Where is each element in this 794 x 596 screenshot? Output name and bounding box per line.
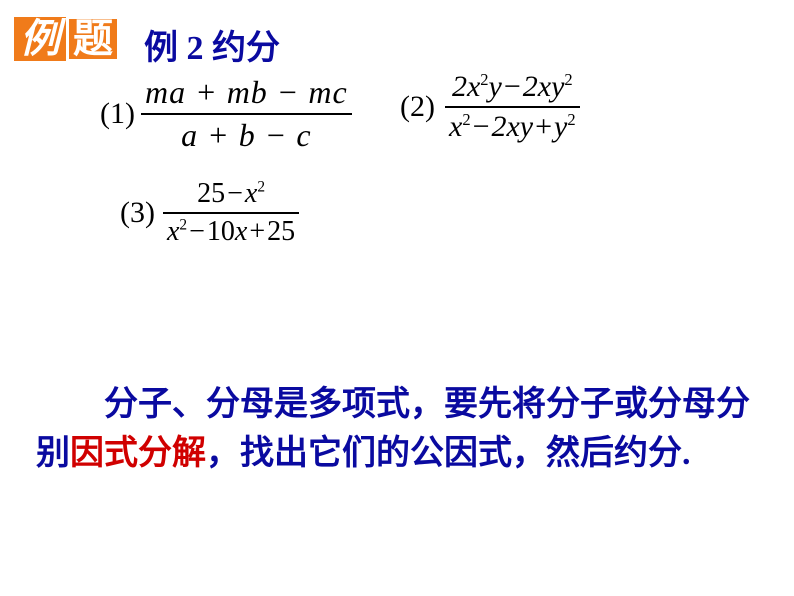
badge-ti: 题 (66, 16, 120, 62)
equation-1-label: (1) (100, 97, 135, 131)
equation-2: (2) 2x2y−2xy2 x2−2xy+y2 (400, 70, 580, 144)
equation-2-label: (2) (400, 90, 435, 124)
equation-3-numerator: 25−x2 (163, 178, 299, 214)
equation-1-denominator: a + b − c (141, 115, 352, 154)
equation-3-denominator: x2−10x+25 (163, 214, 299, 248)
text-line2a: 别 (36, 435, 70, 472)
text-line2b: ，找出它们的公因式，然后约分. (206, 435, 691, 472)
equation-3: (3) 25−x2 x2−10x+25 (120, 178, 299, 248)
equation-2-denominator: x2−2xy+y2 (445, 108, 580, 144)
equation-1-numerator: ma + mb − mc (141, 74, 352, 115)
text-keyword: 因式分解 (70, 435, 206, 472)
equation-1-fraction: ma + mb − mc a + b − c (141, 74, 352, 154)
equation-2-fraction: 2x2y−2xy2 x2−2xy+y2 (445, 70, 580, 144)
equation-3-fraction: 25−x2 x2−10x+25 (163, 178, 299, 248)
explanation-text: 分子、分母是多项式，要先将分子或分母分 别因式分解，找出它们的公因式，然后约分. (36, 380, 756, 479)
equation-2-numerator: 2x2y−2xy2 (445, 70, 580, 108)
example-badge: 例 题 (14, 16, 120, 62)
text-line1a: 分子、分母是多项式，要先将分子或分母分 (104, 386, 750, 423)
equation-3-label: (3) (120, 196, 155, 230)
badge-li: 例 (14, 17, 66, 61)
page-title: 例 2 约分 (144, 20, 280, 69)
equation-1: (1) ma + mb − mc a + b − c (100, 74, 352, 154)
